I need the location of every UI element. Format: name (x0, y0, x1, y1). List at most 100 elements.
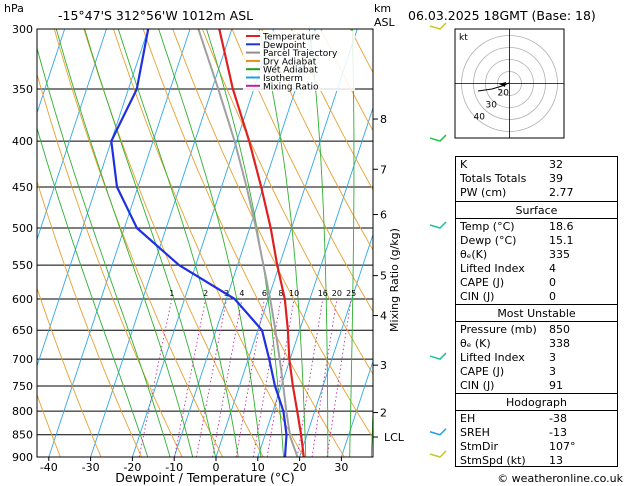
dry-adiabat (37, 72, 183, 457)
mu-row: θₑ (K) 338 (460, 337, 570, 350)
km-tick-label: 2 (380, 407, 387, 420)
wind-barb (429, 450, 447, 458)
wet-adiabat (55, 29, 194, 457)
isotherm-line (173, 29, 316, 457)
dry-adiabat (37, 179, 142, 457)
mixing-ratio-label: 2 (203, 289, 208, 298)
surface-title: Surface (515, 204, 558, 217)
wet-adiabat (158, 29, 262, 457)
dry-adiabat (172, 29, 373, 439)
km-tick-label: LCL (384, 431, 405, 444)
profiles: 1 2 3 4 6 8 10 16 20 25 (110, 29, 356, 457)
wind-barb (429, 22, 447, 30)
x-tick-label: 0 (213, 461, 220, 474)
mixing-ratio-line (296, 298, 324, 457)
wet-adiabat (117, 29, 239, 457)
wind-barb (429, 221, 447, 229)
x-tick-label: -40 (40, 461, 58, 474)
hodograph-ring-label: 40 (474, 113, 486, 123)
hodograph-ring-label: 30 (486, 101, 498, 111)
x-tick-label: -30 (82, 461, 100, 474)
storm-motion-marker (499, 82, 506, 87)
mu-row: Lifted Index 3 (460, 351, 556, 364)
hodo-row: SREH -13 (460, 426, 567, 439)
temperature-line (218, 29, 305, 457)
mu-row: CIN (J) 91 (460, 379, 563, 392)
pressure-tick-label: 700 (12, 353, 33, 366)
wet-adiabat (37, 126, 149, 457)
mu-row: CAPE (J) 3 (460, 365, 556, 378)
datetime-title: 06.03.2025 18GMT (Base: 18) (408, 8, 596, 23)
x-axis-label: Dewpoint / Temperature (°C) (115, 470, 294, 485)
index-row: Totals Totals 39 (460, 172, 563, 185)
background-lines (37, 29, 629, 457)
dry-adiabat (113, 29, 305, 457)
dry-adiabat (53, 29, 224, 457)
km-tick-label: 4 (380, 310, 387, 323)
surface-row: Dewp (°C) 15.1 (460, 234, 574, 247)
most-unstable-box: Most Unstable Pressure (mb) 850 θₑ (K) 338… (455, 304, 618, 394)
pressure-tick-label: 800 (12, 405, 33, 418)
dry-adiabat (37, 286, 102, 457)
km-tick-label: 6 (380, 209, 387, 222)
legend-label: Mixing Ratio (263, 82, 319, 92)
hpa-label: hPa (4, 2, 24, 15)
mixing-ratio-line (174, 298, 207, 457)
indices-box: K 32 Totals Totals 39 PW (cm) 2.77 (455, 156, 618, 202)
parcel-trajectory-line (197, 29, 299, 457)
legend-label: Parcel Trajectory (263, 49, 338, 59)
isotherm-line (37, 29, 66, 115)
location-title: -15°47'S 312°56'W 1012m ASL (58, 8, 253, 23)
surface-row: CAPE (J) 0 (460, 276, 556, 289)
legend-label: Wet Adiabat (263, 66, 318, 76)
km-tick-label: 5 (380, 270, 387, 283)
mixing-ratio-line (326, 298, 352, 457)
hodo-row: EH -38 (460, 412, 567, 425)
isotherm-line (131, 29, 275, 457)
wet-adiabat (370, 402, 373, 457)
pressure-tick-label: 650 (12, 324, 33, 337)
wind-barb (429, 428, 447, 436)
wet-adiabat (308, 29, 329, 457)
x-tick-label: 20 (293, 461, 307, 474)
pressure-tick-label: 450 (12, 181, 33, 194)
pressure-tick-label: 300 (12, 23, 33, 36)
wind-barbs (429, 22, 447, 458)
km-tick-label: 3 (380, 359, 387, 372)
x-tick-label: 30 (334, 461, 348, 474)
mixing-ratio-label: 10 (289, 289, 299, 298)
dry-adiabat (83, 29, 264, 457)
dry-adiabat (231, 29, 373, 313)
pressure-tick-label: 750 (12, 380, 33, 393)
km-tick-label: 8 (380, 113, 387, 126)
isotherm-line (340, 359, 373, 457)
mixing-ratio-line (311, 298, 338, 457)
dry-adiabat (617, 29, 629, 457)
mixing-ratio-label: 8 (278, 289, 283, 298)
pressure-tick-label: 900 (12, 451, 33, 464)
wet-adiabat (258, 29, 307, 457)
dewpoint-line (110, 29, 288, 457)
wet-adiabat (37, 46, 171, 457)
credit-text: © weatheronline.co.uk (497, 472, 623, 485)
pressure-tick-label: 500 (12, 222, 33, 235)
pressure-tick-label: 850 (12, 429, 33, 442)
hodograph-table-title: Hodograph (506, 396, 567, 409)
wind-barb (429, 352, 447, 360)
mixing-ratio-line (235, 298, 265, 457)
mixing-ratio-line (138, 298, 173, 457)
isotherm-line (299, 233, 373, 457)
dry-adiabat (290, 29, 373, 191)
legend-label: Dewpoint (263, 41, 306, 51)
index-row: K 32 (460, 158, 563, 171)
hodograph-table-box: Hodograph EH -38 SREH -13 StmDir 107° StmSp… (455, 393, 618, 467)
mixing-ratio-label: 25 (346, 289, 356, 298)
mixing-ratio-label: 6 (262, 289, 267, 298)
mixing-ratio-label: 4 (239, 289, 244, 298)
x-tick-label: 10 (251, 461, 265, 474)
pressure-tick-label: 350 (12, 83, 33, 96)
dry-adiabat (261, 29, 373, 251)
km-label: km (374, 2, 391, 15)
